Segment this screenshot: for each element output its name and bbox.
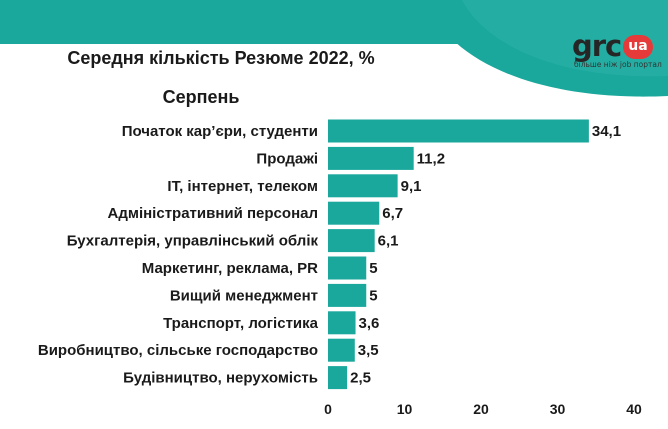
x-tick-label: 20	[473, 401, 489, 417]
chart-title: Середня кількість Резюме 2022, %	[67, 48, 375, 68]
data-label: 34,1	[592, 123, 621, 140]
data-label: 5	[369, 287, 377, 304]
x-tick-label: 10	[397, 401, 413, 417]
header-decoration	[426, 0, 668, 97]
data-label: 2,5	[350, 370, 371, 387]
bar	[328, 229, 375, 253]
bar	[328, 366, 348, 390]
category-label: Будівництво, нерухомість	[123, 370, 318, 387]
bar	[328, 174, 398, 198]
bar	[328, 283, 367, 307]
data-label: 6,1	[378, 233, 399, 250]
data-label: 11,2	[417, 150, 445, 167]
bar	[328, 311, 356, 335]
bar	[328, 146, 414, 170]
data-label: 9,1	[401, 178, 422, 195]
category-label: Продажі	[256, 150, 318, 167]
bar	[328, 119, 589, 143]
category-label: Маркетинг, реклама, PR	[142, 260, 318, 277]
x-tick-label: 40	[626, 401, 642, 417]
category-label: IT, інтернет, телеком	[167, 178, 318, 195]
data-label: 5	[369, 260, 377, 277]
category-label: Транспорт, логістика	[163, 315, 319, 332]
data-label: 6,7	[382, 205, 403, 222]
category-label: Вищий менеджмент	[170, 287, 318, 304]
chart-subtitle: Серпень	[162, 87, 240, 107]
data-label: 3,6	[359, 315, 380, 332]
category-label: Бухгалтерія, управлінський облік	[67, 233, 319, 250]
bar	[328, 256, 367, 280]
logo-tagline: більше ніж job портал	[574, 60, 662, 69]
logo-ua-badge: ua	[623, 35, 653, 59]
x-tick-label: 30	[550, 401, 566, 417]
x-tick-label: 0	[324, 401, 332, 417]
category-label: Початок кар’єри, студенти	[122, 123, 318, 140]
bar	[328, 201, 380, 225]
bar	[328, 338, 355, 362]
data-label: 3,5	[358, 342, 379, 359]
header-wave-highlight	[462, 0, 668, 77]
category-label: Виробництво, сільське господарство	[38, 342, 318, 359]
logo-wordmark: grc	[572, 29, 622, 63]
grc-logo: grc ua більше ніж job портал	[572, 30, 662, 74]
category-label: Адміністративний персонал	[108, 205, 319, 222]
